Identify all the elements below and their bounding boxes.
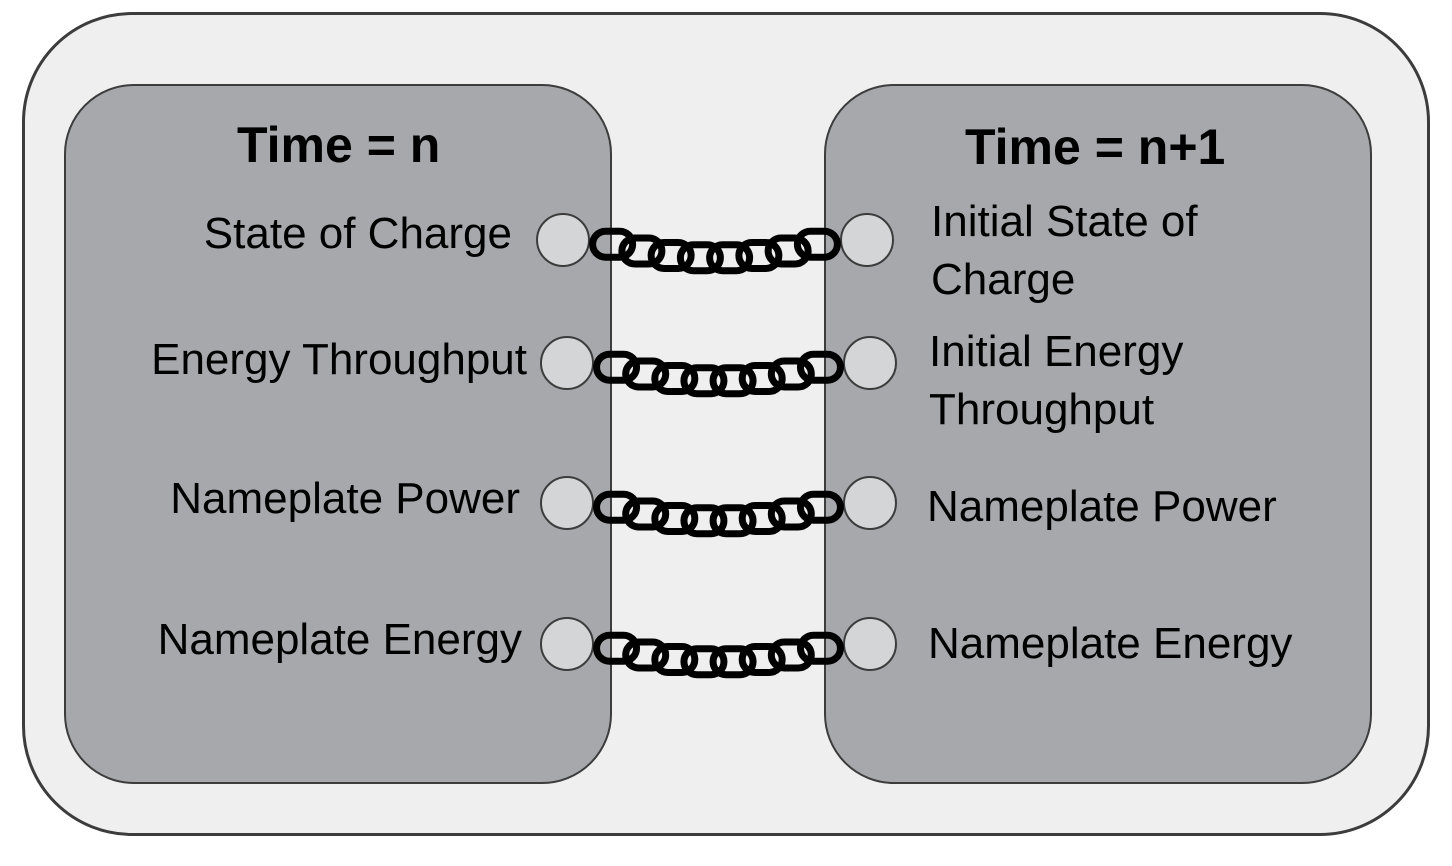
time-n-title: Time = n [237, 117, 441, 173]
right-label-nameplate-power: Nameplate Power [927, 482, 1277, 531]
left-label-nameplate-energy: Nameplate Energy [157, 615, 522, 664]
right-label-initial-state-of-charge: Initial State of Charge [931, 197, 1198, 304]
left-label-state-of-charge: State of Charge [203, 209, 512, 258]
left-label-energy-throughput: Energy Throughput [151, 335, 527, 384]
right-label-nameplate-energy: Nameplate Energy [928, 619, 1293, 668]
left-label-nameplate-power: Nameplate Power [170, 474, 520, 523]
time-n-plus-1-title: Time = n+1 [965, 119, 1226, 175]
time-n-plus-1-block [824, 84, 1372, 784]
right-label-initial-energy-throughput: Initial Energy Throughput [929, 327, 1184, 434]
time-n-block [64, 84, 612, 784]
